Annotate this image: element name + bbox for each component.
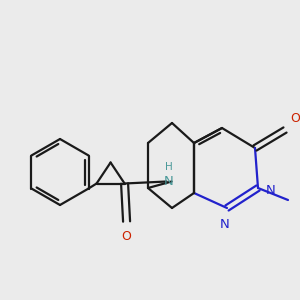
Text: O: O [290,112,300,125]
Text: N: N [164,175,173,188]
Text: N: N [220,218,230,231]
Text: O: O [122,230,131,242]
Text: H: H [165,163,172,172]
Text: N: N [266,184,276,196]
